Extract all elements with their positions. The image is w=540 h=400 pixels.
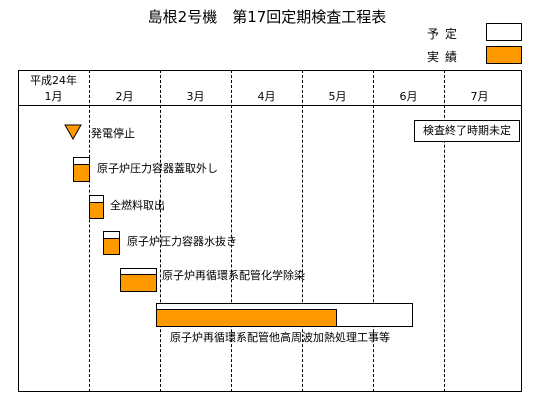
task-bar-actual <box>73 164 90 182</box>
task-bar-actual <box>103 238 120 255</box>
task-bar-actual <box>89 202 104 219</box>
page-title: 島根2号機 第17回定期検査工程表 <box>147 8 387 26</box>
inspection-end-note: 検査終了時期未定 <box>414 120 520 142</box>
task-label-head-removal: 原子炉圧力容器蓋取外し <box>97 162 218 175</box>
task-label-water-drain: 原子炉圧力容器水抜き <box>127 235 237 248</box>
month-label-apr: 4月 <box>257 90 276 103</box>
month-divider <box>444 70 445 392</box>
task-label-fuel-removal: 全燃料取出 <box>110 199 165 212</box>
task-label-shutdown: 発電停止 <box>91 127 135 140</box>
legend-actual-swatch <box>486 46 522 64</box>
month-divider <box>160 70 161 392</box>
month-divider <box>231 70 232 392</box>
month-divider <box>373 70 374 392</box>
header-divider <box>18 105 522 106</box>
task-label-induction-heating: 原子炉再循環系配管他高周波加熱処理工事等 <box>170 331 390 344</box>
month-divider <box>89 70 90 392</box>
month-label-mar: 3月 <box>186 90 205 103</box>
month-label-jul: 7月 <box>470 90 489 103</box>
month-label-may: 5月 <box>328 90 347 103</box>
year-label: 平成24年 <box>30 74 77 87</box>
month-label-jun: 6月 <box>399 90 418 103</box>
legend-plan-label: 予定 <box>427 27 464 41</box>
task-label-chemical-decon: 原子炉再循環系配管化学除染 <box>162 269 305 282</box>
task-bar-actual <box>156 309 337 327</box>
month-label-feb: 2月 <box>115 90 134 103</box>
month-divider <box>302 70 303 392</box>
legend-plan-swatch <box>486 23 522 41</box>
milestone-triangle-icon <box>64 124 82 140</box>
legend-actual-label: 実績 <box>427 50 464 64</box>
task-bar-actual <box>120 274 157 292</box>
schedule-frame <box>18 70 522 392</box>
month-label-jan: 1月 <box>44 90 63 103</box>
